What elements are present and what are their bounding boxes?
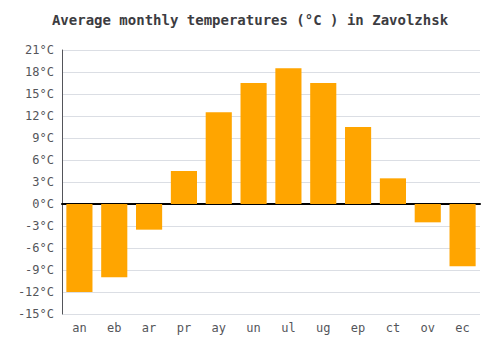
svg-text:pr: pr (177, 321, 191, 335)
svg-text:an: an (72, 321, 86, 335)
svg-text:12°C: 12°C (25, 109, 54, 123)
svg-text:ec: ec (455, 321, 469, 335)
svg-text:18°C: 18°C (25, 65, 54, 79)
svg-text:3°C: 3°C (32, 175, 54, 189)
svg-text:ov: ov (421, 321, 435, 335)
svg-text:-6°C: -6°C (25, 241, 54, 255)
svg-text:ul: ul (281, 321, 295, 335)
svg-text:Average monthly temperatures (: Average monthly temperatures (°C ) in Za… (52, 12, 449, 28)
svg-text:ug: ug (316, 321, 330, 335)
svg-text:15°C: 15°C (25, 87, 54, 101)
svg-text:21°C: 21°C (25, 43, 54, 57)
svg-text:6°C: 6°C (32, 153, 54, 167)
svg-text:eb: eb (107, 321, 121, 335)
svg-text:un: un (246, 321, 260, 335)
svg-text:ay: ay (212, 321, 226, 335)
svg-text:-12°C: -12°C (18, 285, 54, 299)
svg-text:-15°C: -15°C (18, 307, 54, 321)
svg-text:-3°C: -3°C (25, 219, 54, 233)
svg-text:-9°C: -9°C (25, 263, 54, 277)
svg-text:ar: ar (142, 321, 156, 335)
svg-text:9°C: 9°C (32, 131, 54, 145)
svg-text:0°C: 0°C (32, 197, 54, 211)
svg-text:ct: ct (386, 321, 400, 335)
svg-text:ep: ep (351, 321, 365, 335)
